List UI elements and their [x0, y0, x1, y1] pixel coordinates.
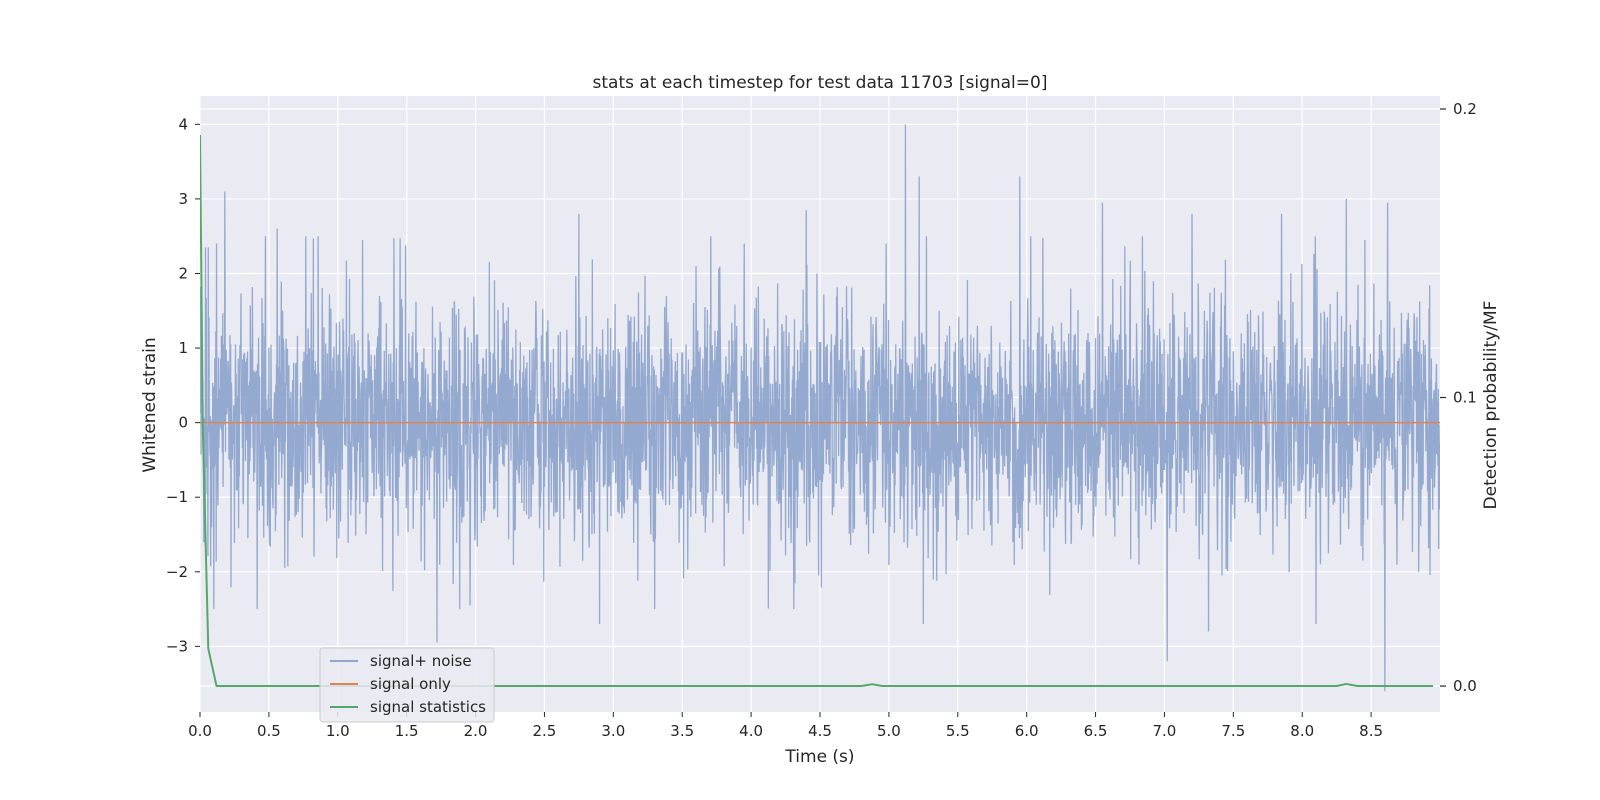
series-signal-statistics-line: [200, 134, 1434, 688]
y2-axis-label: Detection probability/MF: [1481, 301, 1501, 510]
y2-tick-label: 0.1: [1453, 389, 1477, 407]
legend-entry-signal-statistics: signal statistics: [370, 698, 486, 716]
y2-tick-label: 0.2: [1453, 100, 1477, 118]
y-tick-labels: 4 3 2 1 0 −1 −2 −3: [166, 115, 200, 655]
x-tick-label: 4.5: [808, 722, 832, 740]
legend-box: [319, 647, 495, 723]
y2-tick-labels: 0.2 0.1 0.0: [1440, 100, 1477, 695]
x-tick-label: 0.0: [188, 722, 212, 740]
x-tick-label: 4.0: [739, 722, 763, 740]
series-signal-noise-line: [200, 124, 1440, 692]
x-tick-label: 7.5: [1221, 722, 1245, 740]
x-tick-label: 5.5: [946, 722, 970, 740]
x-tick-label: 6.5: [1084, 722, 1108, 740]
y-tick-label: 0: [178, 414, 188, 432]
legend-entry-signal-noise: signal+ noise: [370, 652, 472, 670]
y-tick-label: 2: [178, 264, 188, 282]
y-tick-label: −2: [166, 563, 188, 581]
y-tick-label: −1: [166, 488, 188, 506]
x-tick-label: 3.5: [670, 722, 694, 740]
chart-title: stats at each timestep for test data 117…: [593, 73, 1048, 93]
y-tick-label: 4: [178, 115, 188, 133]
x-tick-label: 2.0: [464, 722, 488, 740]
x-tick-label: 3.0: [601, 722, 625, 740]
y-tick-label: −3: [166, 637, 188, 655]
x-tick-label: 7.0: [1153, 722, 1177, 740]
x-tick-label: 8.5: [1359, 722, 1383, 740]
legend: signal+ noise signal only signal statist…: [319, 647, 495, 723]
x-tick-label: 0.5: [257, 722, 281, 740]
x-tick-label: 5.0: [877, 722, 901, 740]
x-tick-label: 2.5: [533, 722, 557, 740]
legend-entry-signal-only: signal only: [370, 675, 451, 693]
y-tick-label: 3: [178, 190, 188, 208]
x-tick-label: 8.0: [1290, 722, 1314, 740]
x-tick-labels: 0.0 0.5 1.0 1.5 2.0 2.5 3.0 3.5 4.0 4.5 5.0 5.5 6.0 6…: [188, 712, 1383, 740]
x-axis-label: Time (s): [784, 747, 854, 767]
x-tick-label: 6.0: [1015, 722, 1039, 740]
x-tick-label: 1.5: [395, 722, 419, 740]
series-layer: [200, 124, 1440, 692]
y2-tick-label: 0.0: [1453, 677, 1477, 695]
y-tick-label: 1: [178, 339, 188, 357]
x-tick-label: 1.0: [326, 722, 350, 740]
y-axis-label: Whitened strain: [140, 337, 160, 472]
